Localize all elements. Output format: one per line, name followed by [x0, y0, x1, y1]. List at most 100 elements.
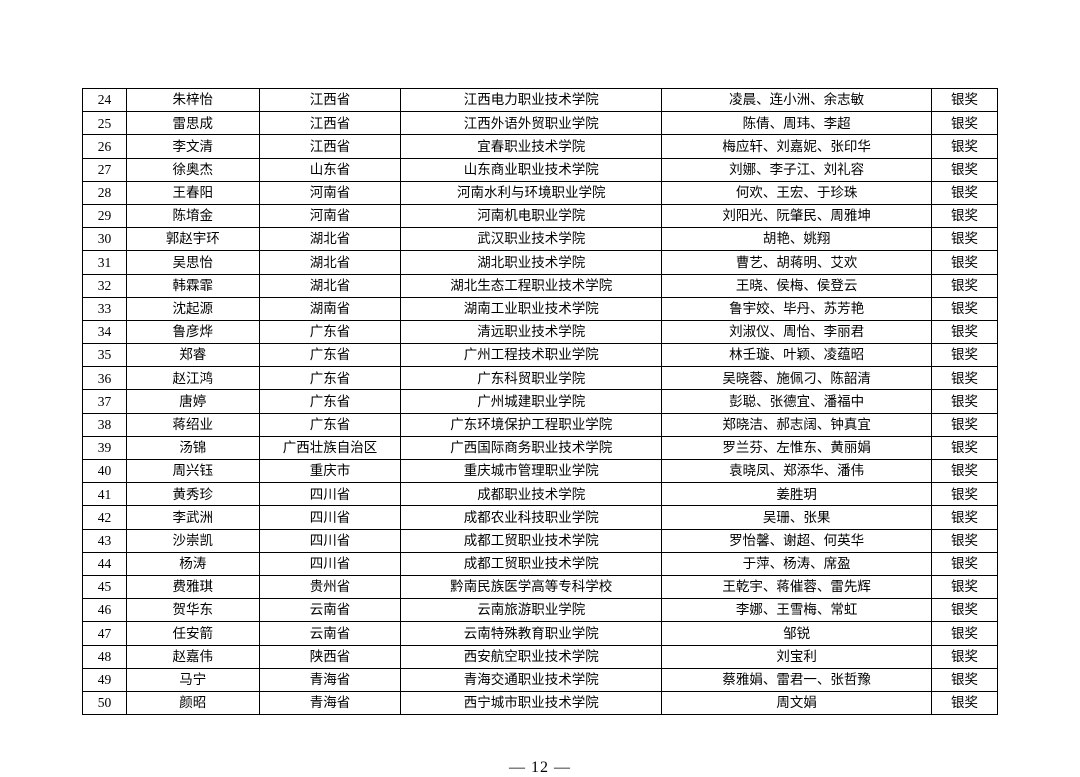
award-table: 24朱梓怡江西省江西电力职业技术学院凌晨、连小洲、余志敏银奖25雷思成江西省江西…	[82, 88, 998, 715]
table-cell: 王晓、侯梅、侯登云	[662, 274, 932, 297]
table-cell: 33	[83, 297, 127, 320]
table-cell: 西安航空职业技术学院	[401, 645, 662, 668]
table-cell: 凌晨、连小洲、余志敏	[662, 89, 932, 112]
table-row: 30郭赵宇环湖北省武汉职业技术学院胡艳、姚翔银奖	[83, 228, 998, 251]
table-cell: 银奖	[932, 89, 998, 112]
table-cell: 银奖	[932, 112, 998, 135]
table-cell: 袁晓凤、郑添华、潘伟	[662, 460, 932, 483]
table-cell: 唐婷	[126, 390, 259, 413]
table-cell: 周兴钰	[126, 460, 259, 483]
table-cell: 湖北省	[259, 251, 401, 274]
table-cell: 青海省	[259, 691, 401, 714]
table-cell: 广西壮族自治区	[259, 436, 401, 459]
table-row: 46贺华东云南省云南旅游职业学院李娜、王雪梅、常虹银奖	[83, 599, 998, 622]
table-cell: 成都工贸职业技术学院	[401, 529, 662, 552]
table-cell: 广东省	[259, 367, 401, 390]
table-row: 27徐奥杰山东省山东商业职业技术学院刘娜、李子江、刘礼容银奖	[83, 158, 998, 181]
table-cell: 山东省	[259, 158, 401, 181]
table-cell: 黄秀珍	[126, 483, 259, 506]
table-cell: 银奖	[932, 390, 998, 413]
table-row: 37唐婷广东省广州城建职业学院彭聪、张德宜、潘福中银奖	[83, 390, 998, 413]
table-cell: 河南水利与环境职业学院	[401, 181, 662, 204]
table-cell: 颜昭	[126, 691, 259, 714]
table-cell: 湖北省	[259, 274, 401, 297]
table-cell: 陕西省	[259, 645, 401, 668]
table-cell: 银奖	[932, 204, 998, 227]
table-cell: 贺华东	[126, 599, 259, 622]
table-cell: 四川省	[259, 552, 401, 575]
table-cell: 40	[83, 460, 127, 483]
table-cell: 鲁彦烨	[126, 320, 259, 343]
table-cell: 银奖	[932, 135, 998, 158]
table-row: 39汤锦广西壮族自治区广西国际商务职业技术学院罗兰芬、左惟东、黄丽娟银奖	[83, 436, 998, 459]
table-cell: 广东省	[259, 320, 401, 343]
table-row: 42李武洲四川省成都农业科技职业学院吴珊、张果银奖	[83, 506, 998, 529]
table-cell: 银奖	[932, 320, 998, 343]
table-cell: 蔡雅娟、雷君一、张哲豫	[662, 668, 932, 691]
table-cell: 林壬璇、叶颖、凌蕴昭	[662, 344, 932, 367]
table-cell: 34	[83, 320, 127, 343]
table-cell: 河南省	[259, 181, 401, 204]
table-row: 24朱梓怡江西省江西电力职业技术学院凌晨、连小洲、余志敏银奖	[83, 89, 998, 112]
table-cell: 银奖	[932, 691, 998, 714]
document-page: 24朱梓怡江西省江西电力职业技术学院凌晨、连小洲、余志敏银奖25雷思成江西省江西…	[0, 0, 1080, 764]
table-cell: 蒋绍业	[126, 413, 259, 436]
table-row: 50颜昭青海省西宁城市职业技术学院周文娟银奖	[83, 691, 998, 714]
table-cell: 青海交通职业技术学院	[401, 668, 662, 691]
table-cell: 马宁	[126, 668, 259, 691]
table-cell: 银奖	[932, 483, 998, 506]
table-row: 26李文清江西省宜春职业技术学院梅应轩、刘嘉妮、张印华银奖	[83, 135, 998, 158]
table-cell: 罗怡馨、谢超、何英华	[662, 529, 932, 552]
table-cell: 李文清	[126, 135, 259, 158]
table-cell: 四川省	[259, 506, 401, 529]
table-cell: 湖南省	[259, 297, 401, 320]
table-cell: 银奖	[932, 599, 998, 622]
table-cell: 费雅琪	[126, 575, 259, 598]
table-cell: 重庆城市管理职业学院	[401, 460, 662, 483]
table-row: 34鲁彦烨广东省清远职业技术学院刘淑仪、周怡、李丽君银奖	[83, 320, 998, 343]
table-cell: 湖北职业技术学院	[401, 251, 662, 274]
table-cell: 云南省	[259, 599, 401, 622]
table-cell: 吴晓蓉、施佩刁、陈韶清	[662, 367, 932, 390]
table-cell: 广东省	[259, 390, 401, 413]
table-cell: 成都职业技术学院	[401, 483, 662, 506]
table-cell: 雷思成	[126, 112, 259, 135]
table-cell: 44	[83, 552, 127, 575]
table-cell: 广东环境保护工程职业学院	[401, 413, 662, 436]
table-cell: 银奖	[932, 436, 998, 459]
table-cell: 银奖	[932, 529, 998, 552]
table-cell: 银奖	[932, 251, 998, 274]
table-cell: 贵州省	[259, 575, 401, 598]
table-cell: 四川省	[259, 529, 401, 552]
table-cell: 陈堉金	[126, 204, 259, 227]
table-row: 33沈起源湖南省湖南工业职业技术学院鲁宇姣、毕丹、苏芳艳银奖	[83, 297, 998, 320]
table-cell: 27	[83, 158, 127, 181]
table-cell: 48	[83, 645, 127, 668]
table-cell: 银奖	[932, 575, 998, 598]
table-cell: 36	[83, 367, 127, 390]
table-row: 35郑睿广东省广州工程技术职业学院林壬璇、叶颖、凌蕴昭银奖	[83, 344, 998, 367]
table-cell: 47	[83, 622, 127, 645]
table-cell: 银奖	[932, 413, 998, 436]
table-cell: 银奖	[932, 367, 998, 390]
table-cell: 赵嘉伟	[126, 645, 259, 668]
table-cell: 广州工程技术职业学院	[401, 344, 662, 367]
table-cell: 吴珊、张果	[662, 506, 932, 529]
table-cell: 广东省	[259, 344, 401, 367]
table-cell: 广州城建职业学院	[401, 390, 662, 413]
table-cell: 30	[83, 228, 127, 251]
table-cell: 彭聪、张德宜、潘福中	[662, 390, 932, 413]
table-cell: 四川省	[259, 483, 401, 506]
table-cell: 鲁宇姣、毕丹、苏芳艳	[662, 297, 932, 320]
table-cell: 成都工贸职业技术学院	[401, 552, 662, 575]
table-cell: 江西省	[259, 112, 401, 135]
table-cell: 杨涛	[126, 552, 259, 575]
table-body: 24朱梓怡江西省江西电力职业技术学院凌晨、连小洲、余志敏银奖25雷思成江西省江西…	[83, 89, 998, 715]
table-cell: 银奖	[932, 158, 998, 181]
table-cell: 湖北生态工程职业技术学院	[401, 274, 662, 297]
table-cell: 于萍、杨涛、席盈	[662, 552, 932, 575]
table-cell: 银奖	[932, 344, 998, 367]
table-cell: 42	[83, 506, 127, 529]
table-cell: 罗兰芬、左惟东、黄丽娟	[662, 436, 932, 459]
table-row: 49马宁青海省青海交通职业技术学院蔡雅娟、雷君一、张哲豫银奖	[83, 668, 998, 691]
